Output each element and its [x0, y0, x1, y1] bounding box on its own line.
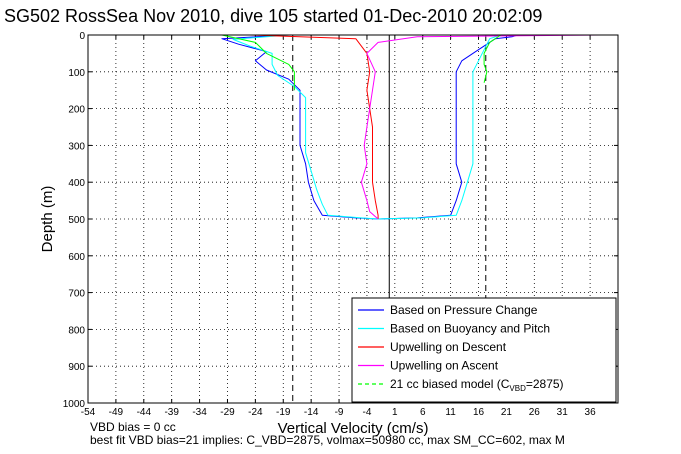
series-line: [483, 34, 502, 83]
legend-entry: Upwelling on Descent: [390, 340, 507, 354]
y-tick-label: 200: [68, 105, 85, 116]
y-tick-label: 400: [68, 178, 85, 189]
y-tick-label: 1000: [63, 399, 86, 410]
y-tick-label: 600: [68, 252, 85, 263]
x-tick-label: -9: [335, 407, 344, 418]
series-group: [221, 34, 602, 220]
y-tick-label: 0: [79, 31, 85, 42]
legend-entry: Based on Buoyancy and Pitch: [390, 322, 550, 336]
y-tick-label: 300: [68, 141, 85, 152]
y-tick-label: 500: [68, 215, 85, 226]
series-line: [232, 34, 379, 220]
x-tick-label: 36: [585, 407, 597, 418]
legend-entry: Upwelling on Ascent: [390, 359, 499, 373]
series-line: [249, 34, 379, 219]
x-tick-label: 26: [529, 407, 541, 418]
legend-box: [351, 297, 617, 403]
series-line: [360, 34, 602, 220]
series-line: [378, 34, 518, 220]
x-tick-label: 1: [392, 407, 398, 418]
series-line: [221, 34, 379, 220]
plot-frame: [87, 34, 619, 404]
legend-entry: 21 cc biased model (CVBD=2875): [390, 377, 564, 393]
grid: [87, 34, 618, 404]
footer-bias: VBD bias = 0 cc: [90, 420, 176, 434]
y-axis-label: Depth (m): [39, 186, 56, 253]
y-tick-label: 800: [68, 325, 85, 336]
x-tick-label: -54: [81, 407, 96, 418]
footer-fit-info: best fit VBD bias=21 implies: C_VBD=2875…: [90, 433, 565, 447]
x-tick-label: 31: [557, 407, 569, 418]
x-tick-labels: -54 -49 -44 -39 -34 -29 -24 -19 -14 -9 -4 1 6 11 16 21 2…: [81, 407, 596, 418]
legend: Based on Pressure Change Based on Buoyanc…: [351, 297, 617, 403]
x-tick-label: -24: [248, 407, 263, 418]
x-tick-label: -29: [220, 407, 235, 418]
x-tick-label: 6: [420, 407, 426, 418]
y-tick-label: 700: [68, 289, 85, 300]
x-tick-label: 11: [445, 407, 456, 418]
x-tick-label: 21: [501, 407, 513, 418]
x-axis-label: Vertical Velocity (cm/s): [278, 420, 429, 437]
x-tick-label: -19: [276, 407, 291, 418]
y-tick-label: 100: [68, 68, 85, 79]
y-tick-label: 900: [68, 362, 85, 373]
x-tick-label: -14: [304, 407, 319, 418]
legend-entry: Based on Pressure Change: [390, 303, 538, 317]
series-line: [221, 34, 295, 91]
x-tick-label: -34: [192, 407, 207, 418]
x-tick-label: -39: [164, 407, 179, 418]
x-tick-label: -4: [362, 407, 371, 418]
chart-title: SG502 RossSea Nov 2010, dive 105 started…: [4, 6, 543, 26]
y-tick-labels: 0 100 200 300 400 500 600 700 800 900 1000: [63, 31, 86, 410]
x-tick-label: -44: [137, 407, 152, 418]
x-tick-label: -49: [109, 407, 124, 418]
x-tick-label: 16: [473, 407, 485, 418]
series-line: [378, 34, 501, 220]
